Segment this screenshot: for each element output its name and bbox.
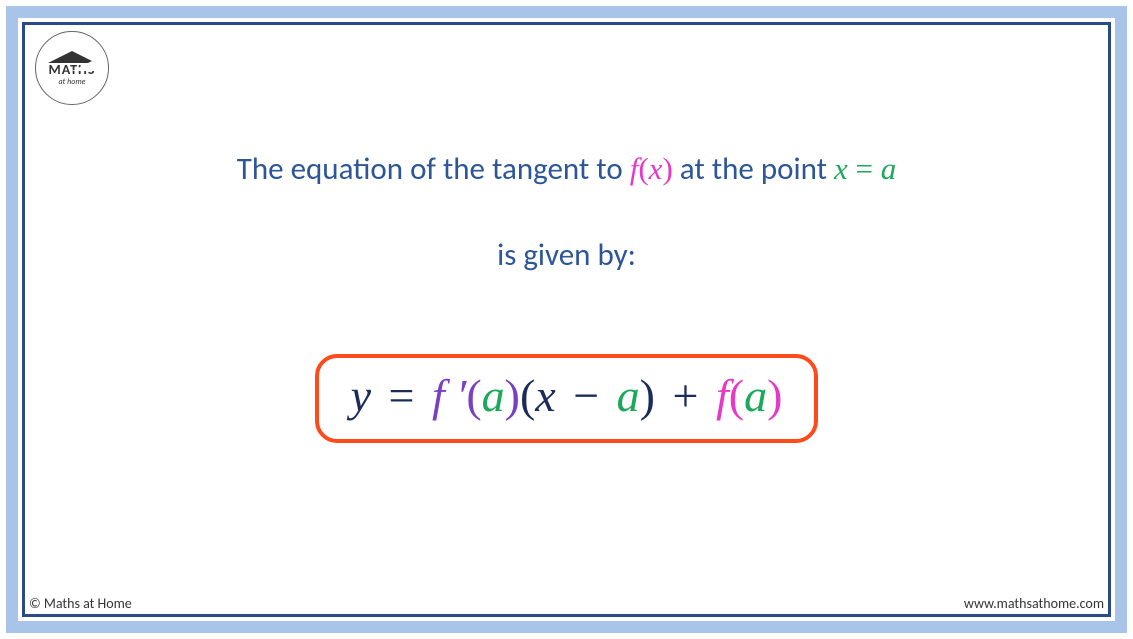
eq-minus: − [567, 370, 605, 421]
eq-a1: a [482, 370, 505, 421]
footer-copyright: © Maths at Home [29, 595, 132, 612]
footer-url: www.mathsathome.com [964, 595, 1104, 612]
text-segment: The equation of the tangent to [237, 150, 630, 188]
fx-close-paren: ) [662, 151, 672, 186]
eq-a2: a [617, 370, 640, 421]
outer-frame: MATHS at home The equation of the tangen… [6, 6, 1127, 633]
fx-x: x [649, 151, 663, 186]
eq-close1: ) [505, 370, 520, 421]
eq-x: x [535, 370, 555, 421]
xa-x: x [834, 151, 848, 186]
eq-open2: ( [520, 370, 535, 421]
inner-frame: MATHS at home The equation of the tangen… [22, 22, 1111, 617]
description-line-1: The equation of the tangent to f(x) at t… [237, 150, 896, 188]
eq-plus: + [667, 370, 705, 421]
eq-open3: ( [729, 370, 744, 421]
xa-a: a [881, 151, 897, 186]
tangent-equation: y = f ′(a)(x − a) + f(a) [351, 368, 783, 423]
description-line-2: is given by: [497, 236, 636, 274]
eq-y: y [351, 370, 371, 421]
eq-f: f [716, 370, 729, 421]
text-segment: at the point [673, 150, 834, 188]
eq-close2: ) [640, 370, 655, 421]
eq-close3: ) [767, 370, 782, 421]
slide-content: The equation of the tangent to f(x) at t… [25, 25, 1108, 614]
fx-open-paren: ( [638, 151, 648, 186]
eq-open1: ( [466, 370, 481, 421]
eq-fprime: f ′ [432, 370, 466, 421]
eq-equals: = [383, 370, 421, 421]
eq-a3: a [744, 370, 767, 421]
xa-equals: = [848, 151, 881, 186]
equation-box: y = f ′(a)(x − a) + f(a) [315, 354, 819, 443]
